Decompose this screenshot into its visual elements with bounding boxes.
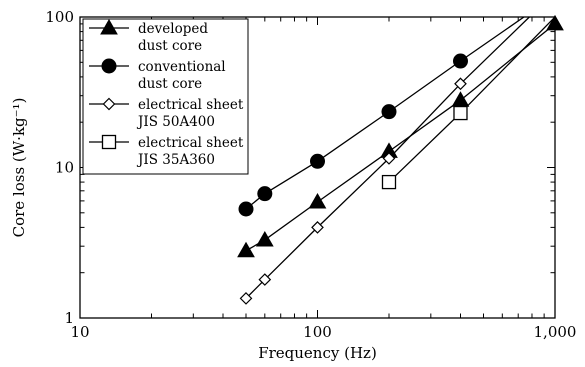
- legend-label-3: JIS 35A360: [136, 152, 215, 168]
- data-point-series-1: [381, 104, 397, 120]
- data-point-series-2: [239, 292, 253, 305]
- y-tick-label: 1: [64, 309, 74, 327]
- data-point-series-0: [255, 230, 274, 247]
- y-axis-label: Core loss (W·kg⁻¹): [10, 98, 28, 238]
- y-tick-label: 10: [55, 159, 74, 177]
- legend-label-1: dust core: [138, 76, 202, 92]
- data-point-series-1: [257, 186, 273, 202]
- data-point-series-0: [451, 91, 470, 107]
- legend-label-0: developed: [138, 21, 208, 37]
- legend-marker-0: [100, 18, 118, 35]
- data-point-series-3: [453, 105, 468, 121]
- series-lines: [245, 17, 555, 299]
- x-tick-label: 10: [70, 323, 89, 341]
- legend-marker-2: [102, 97, 116, 111]
- data-point-series-3: [381, 174, 397, 190]
- data-point-series-1: [238, 201, 254, 217]
- legend-label-2: JIS 50A400: [136, 114, 215, 130]
- y-tick-label: 100: [45, 8, 74, 26]
- data-point-series-0: [546, 14, 564, 31]
- data-point-series-2: [311, 221, 324, 234]
- series-line-3: [388, 17, 555, 183]
- data-point-series-0: [308, 192, 327, 209]
- x-axis-label: Frequency (Hz): [258, 344, 377, 362]
- series-markers: [237, 14, 564, 305]
- data-point-series-2: [258, 273, 272, 286]
- x-tick-label: 1,000: [534, 323, 577, 341]
- legend-marker-1: [101, 58, 117, 74]
- data-point-series-1: [452, 53, 468, 69]
- legend-label-3: electrical sheet: [138, 135, 244, 151]
- legend-marker-3: [101, 134, 117, 150]
- legend-label-2: electrical sheet: [138, 97, 244, 113]
- legend-label-1: conventional: [138, 59, 226, 75]
- series-line-0: [245, 23, 555, 252]
- data-point-series-1: [310, 153, 325, 169]
- data-point-series-2: [454, 77, 467, 91]
- data-point-series-2: [382, 152, 396, 165]
- data-point-series-0: [237, 241, 255, 258]
- legend-label-0: dust core: [138, 38, 202, 54]
- x-tick-label: 100: [303, 323, 332, 341]
